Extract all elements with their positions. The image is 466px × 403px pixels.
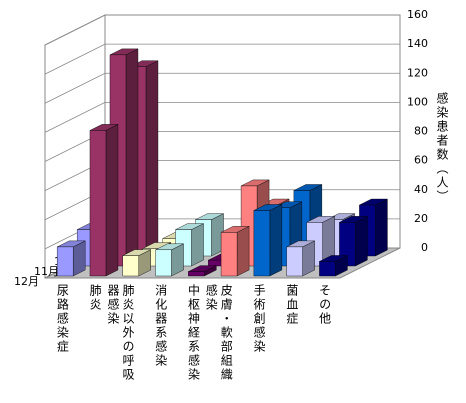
y-tick-label: 100	[407, 95, 428, 108]
bar-face	[236, 225, 250, 277]
y-tick-label: 20	[414, 212, 428, 225]
y-tick-label: 40	[414, 183, 428, 196]
y-tick-label: 60	[414, 154, 428, 167]
bar-face	[89, 130, 107, 277]
series-label: 12月	[14, 275, 39, 288]
bar-face	[125, 48, 139, 267]
bar-face	[339, 222, 356, 267]
bar	[122, 249, 151, 277]
x-tick-label: 肺炎以外の呼吸器感染	[105, 284, 135, 382]
bar	[89, 124, 119, 277]
bar-face	[191, 223, 204, 267]
bar	[339, 215, 368, 267]
bar-face	[375, 198, 388, 257]
bar-face	[56, 246, 74, 277]
grid-line	[44, 101, 400, 133]
bar-face	[188, 271, 205, 277]
bar-face	[355, 215, 368, 267]
bar-face	[220, 232, 238, 277]
bar-face	[105, 124, 119, 277]
x-tick-label: 尿路感染症	[55, 284, 70, 354]
y-tick-label: 80	[414, 125, 428, 138]
bar-face	[319, 261, 336, 277]
bar-face	[286, 246, 303, 277]
bar	[155, 243, 184, 277]
y-axis-title: 感染患者数（人）	[435, 92, 449, 204]
bar	[56, 240, 86, 277]
bar-face	[269, 204, 283, 277]
y-tick-label: 140	[407, 37, 428, 50]
grid-line	[44, 14, 400, 46]
y-tick-label: 0	[421, 241, 428, 254]
bar	[319, 255, 348, 277]
grid-line	[44, 72, 400, 104]
bar	[220, 225, 250, 277]
bar	[188, 265, 217, 277]
x-tick-label: その他	[317, 284, 332, 326]
x-tick-label: 消化器系感染	[153, 284, 168, 368]
bar	[253, 204, 283, 277]
x-tick-label: 手術創感染	[252, 284, 267, 354]
bar-face	[253, 210, 271, 277]
bar	[175, 223, 204, 267]
bar-face	[122, 255, 139, 277]
grid-line	[44, 43, 400, 75]
x-tick-label: 菌血症	[284, 284, 299, 326]
x-tick-label: 肺炎	[88, 284, 103, 312]
bar	[286, 240, 315, 277]
bar-face	[155, 249, 172, 277]
x-tick-label: 皮膚・軟部組織感染	[204, 284, 234, 382]
series-label: 11月	[34, 265, 59, 278]
y-tick-label: 120	[407, 66, 428, 79]
y-tick-label: 160	[407, 8, 428, 21]
bar-face	[145, 60, 159, 257]
x-tick-label: 中枢神経系感染	[186, 284, 201, 382]
